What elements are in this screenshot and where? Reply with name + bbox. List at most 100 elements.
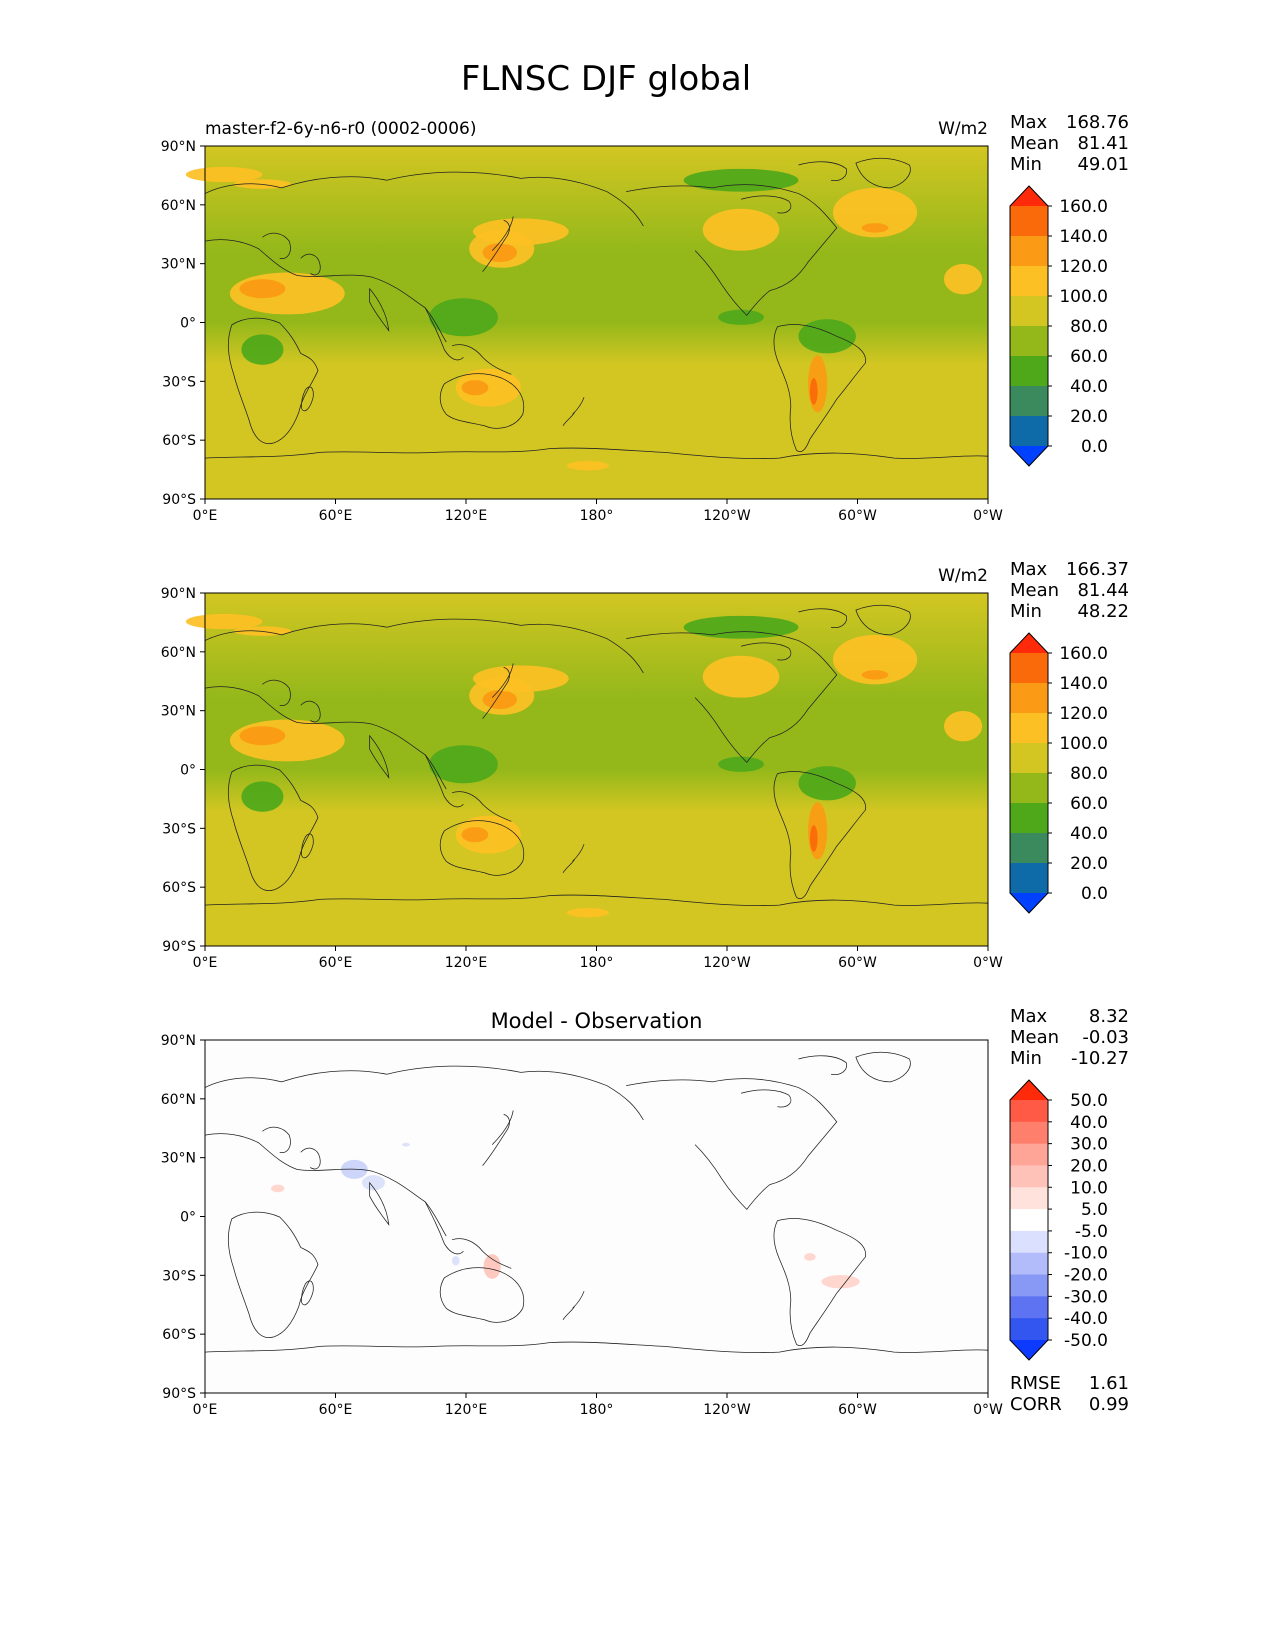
colorbar-label: -20.0 bbox=[1064, 1266, 1108, 1286]
colorbar-label: 140.0 bbox=[1059, 227, 1108, 247]
colorbar-label: 100.0 bbox=[1059, 287, 1108, 307]
panels: 0°E 60°E 120°E 180° 120°W 60°W 0°W 90°N 60°N 30°N… bbox=[161, 112, 1129, 1418]
field-contour bbox=[861, 670, 889, 680]
colorbar-swatch bbox=[1010, 1274, 1048, 1297]
colorbar-label: 40.0 bbox=[1070, 377, 1108, 397]
colorbar-label: 40.0 bbox=[1070, 824, 1108, 844]
colorbar-label: 5.0 bbox=[1081, 1200, 1108, 1220]
field-contour bbox=[718, 309, 765, 325]
y-tick-label: 0° bbox=[180, 1210, 196, 1226]
colorbar-swatch bbox=[1010, 833, 1048, 864]
x-tick-label: 120°E bbox=[445, 1402, 488, 1418]
x-tick-label: 0°W bbox=[973, 1402, 1003, 1418]
panel-title: master-f2-6y-n6-r0 (0002-0006) bbox=[205, 119, 477, 139]
field-contour bbox=[566, 460, 609, 471]
panel-title: Model - Observation bbox=[491, 1009, 703, 1033]
field-contour bbox=[461, 827, 489, 843]
colorbar-label: 140.0 bbox=[1059, 674, 1108, 694]
x-tick-label: 0°E bbox=[193, 955, 218, 971]
stat-label: Mean bbox=[1010, 133, 1059, 154]
colorbar-swatch bbox=[1010, 236, 1048, 267]
colorbar-label: -5.0 bbox=[1075, 1222, 1108, 1242]
field-contour bbox=[702, 655, 780, 698]
stat-value: 48.22 bbox=[1077, 601, 1129, 622]
x-tick-label: 180° bbox=[580, 1402, 614, 1418]
metric-label: RMSE bbox=[1010, 1373, 1061, 1394]
y-tick-label: 0° bbox=[180, 763, 196, 779]
field-contour bbox=[461, 380, 489, 396]
x-tick-label: 0°W bbox=[973, 508, 1003, 524]
y-tick-label: 30°S bbox=[162, 821, 196, 837]
panel-reference: 0°E 60°E 120°E 180° 120°W 60°W 0°W 90°N 60°N 30°N… bbox=[161, 559, 1129, 971]
figure-title: FLNSC DJF global bbox=[461, 59, 751, 99]
field-contour bbox=[943, 710, 983, 742]
colorbar-swatch bbox=[1010, 803, 1048, 834]
y-tick-label: 90°S bbox=[162, 1386, 196, 1402]
x-tick-label: 0°E bbox=[193, 1402, 218, 1418]
colorbar-label: 0.0 bbox=[1081, 884, 1108, 904]
stat-label: Mean bbox=[1010, 580, 1059, 601]
difference-anomaly bbox=[402, 1142, 410, 1147]
colorbar-label: 60.0 bbox=[1070, 794, 1108, 814]
colorbar-label: -10.0 bbox=[1064, 1244, 1108, 1264]
field-contour bbox=[718, 756, 765, 772]
x-tick-label: 120°W bbox=[703, 508, 751, 524]
field-contour bbox=[473, 665, 569, 692]
metric-label: CORR bbox=[1010, 1394, 1062, 1415]
colorbar-extend-bottom bbox=[1010, 893, 1048, 913]
stat-label: Min bbox=[1010, 154, 1042, 175]
field-contour bbox=[566, 907, 609, 918]
stat-value: 8.32 bbox=[1089, 1006, 1129, 1027]
difference-anomaly bbox=[804, 1253, 816, 1261]
x-tick-label: 60°W bbox=[838, 508, 877, 524]
x-tick-label: 60°E bbox=[319, 508, 353, 524]
stat-value: 166.37 bbox=[1066, 559, 1129, 580]
colorbar-swatch bbox=[1010, 1209, 1048, 1232]
x-tick-label: 180° bbox=[580, 508, 614, 524]
colorbar-label: 100.0 bbox=[1059, 734, 1108, 754]
y-tick-label: 60°S bbox=[162, 1327, 196, 1343]
field-contour bbox=[798, 319, 856, 354]
difference-anomaly bbox=[451, 1255, 460, 1266]
colorbar-label: 10.0 bbox=[1070, 1178, 1108, 1198]
stat-label: Min bbox=[1010, 601, 1042, 622]
colorbar-swatch bbox=[1010, 266, 1048, 297]
field-contour bbox=[861, 223, 889, 233]
panel-difference: 0°E 60°E 120°E 180° 120°W 60°W 0°W 90°N 60°N 30°N… bbox=[161, 1006, 1129, 1418]
units-label: W/m2 bbox=[938, 119, 988, 139]
colorbar-label: 20.0 bbox=[1070, 854, 1108, 874]
colorbar-swatch bbox=[1010, 1230, 1048, 1254]
y-tick-label: 60°N bbox=[161, 1092, 196, 1108]
y-tick-label: 30°N bbox=[161, 257, 196, 273]
colorbar-swatch bbox=[1010, 683, 1048, 714]
stat-value: 81.44 bbox=[1077, 580, 1129, 601]
colorbar-swatch bbox=[1010, 653, 1048, 684]
colorbar-label: 40.0 bbox=[1070, 1113, 1108, 1133]
colorbar-extend-top bbox=[1010, 1080, 1048, 1100]
colorbar-swatch bbox=[1010, 1121, 1048, 1145]
x-tick-label: 60°E bbox=[319, 955, 353, 971]
stat-value: -0.03 bbox=[1082, 1027, 1129, 1048]
x-tick-label: 120°E bbox=[445, 508, 488, 524]
colorbar-label: 50.0 bbox=[1070, 1091, 1108, 1111]
colorbar-swatch bbox=[1010, 386, 1048, 417]
y-tick-label: 90°N bbox=[161, 139, 196, 155]
y-tick-label: 30°N bbox=[161, 1151, 196, 1167]
colorbar-label: 80.0 bbox=[1070, 764, 1108, 784]
colorbar-label: 30.0 bbox=[1070, 1135, 1108, 1155]
field-contour bbox=[683, 615, 799, 639]
colorbar-label: 20.0 bbox=[1070, 1156, 1108, 1176]
colorbar-swatch bbox=[1010, 1187, 1048, 1210]
field-contour bbox=[239, 279, 286, 299]
y-tick-label: 90°S bbox=[162, 939, 196, 955]
colorbar-swatch bbox=[1010, 743, 1048, 774]
x-tick-label: 180° bbox=[580, 955, 614, 971]
field-contour bbox=[241, 781, 284, 812]
colorbar-swatch bbox=[1010, 296, 1048, 327]
x-tick-label: 120°W bbox=[703, 955, 751, 971]
field-contour bbox=[241, 334, 284, 365]
difference-anomaly bbox=[271, 1184, 285, 1193]
colorbar-extend-bottom bbox=[1010, 1340, 1048, 1360]
field-contour bbox=[832, 187, 918, 238]
colorbar-swatch bbox=[1010, 1318, 1048, 1341]
